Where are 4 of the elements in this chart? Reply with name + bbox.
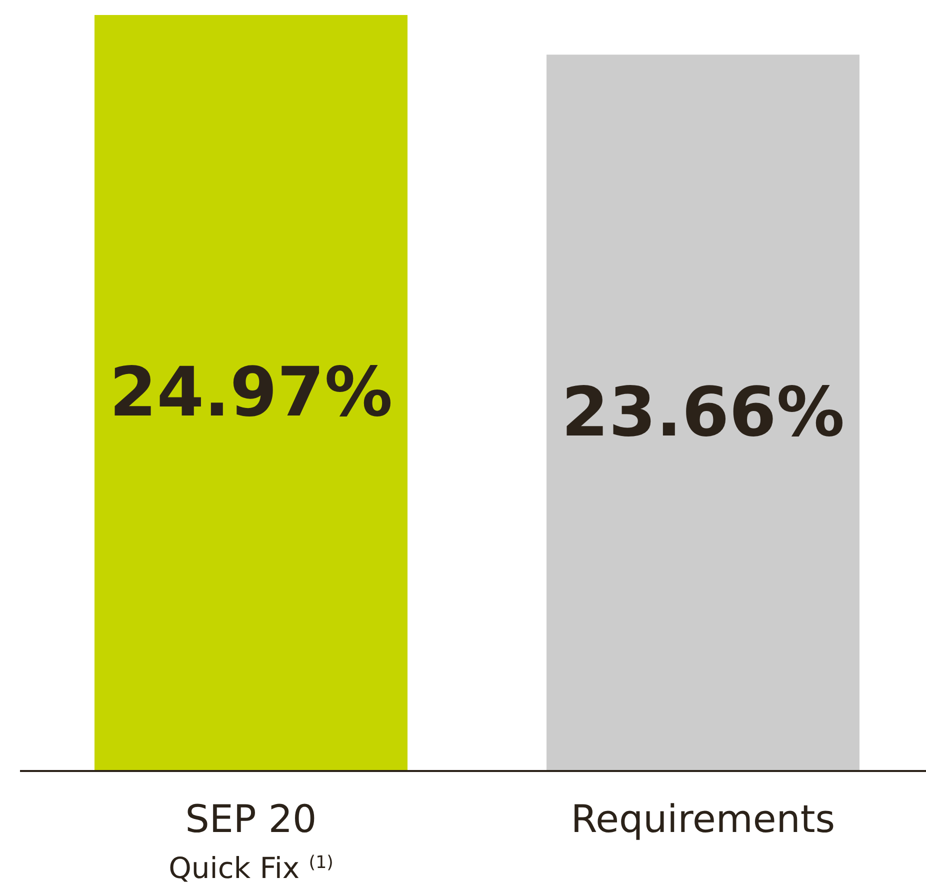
x-tick-label: Requirements — [570, 797, 836, 841]
data-label: 24.97% — [109, 354, 393, 432]
data-label: 23.66% — [561, 373, 845, 452]
x-tick-label: SEP 20 Quick Fix $^{(1)}$ — [168, 797, 334, 885]
